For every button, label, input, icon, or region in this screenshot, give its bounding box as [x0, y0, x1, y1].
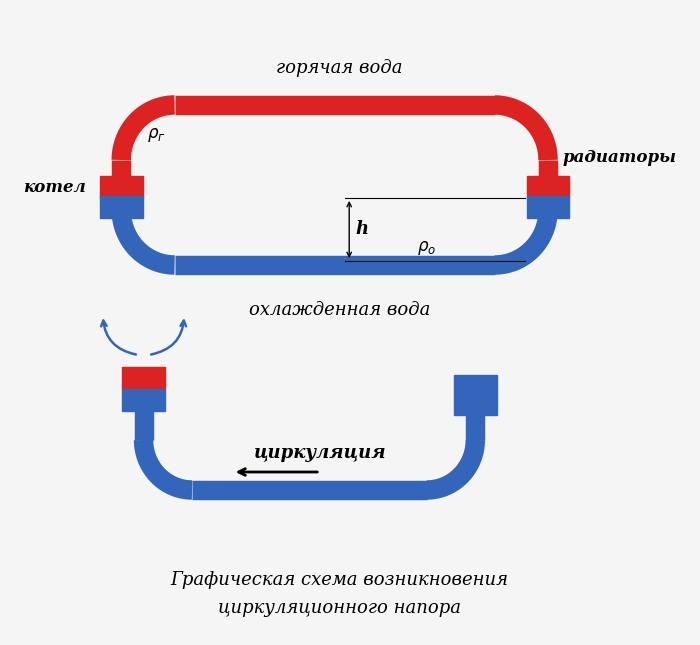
Text: $\rho_о$: $\rho_о$ [417, 239, 436, 257]
Text: $\rho_г$: $\rho_г$ [148, 126, 166, 144]
Text: охлажденная вода: охлажденная вода [248, 301, 430, 319]
Bar [122, 367, 165, 389]
Bar [100, 176, 143, 198]
Bar [526, 196, 569, 218]
Text: горячая вода: горячая вода [276, 59, 402, 77]
Bar [526, 176, 569, 198]
Bar [122, 389, 165, 411]
Bar [100, 196, 143, 218]
Text: Графическая схема возникновения: Графическая схема возникновения [171, 571, 508, 589]
Bar [454, 375, 496, 415]
Text: циркуляционного напора: циркуляционного напора [218, 599, 461, 617]
Text: циркуляция: циркуляция [254, 444, 386, 462]
Text: котел: котел [22, 179, 85, 197]
Text: радиаторы: радиаторы [563, 150, 677, 166]
Text: h: h [355, 221, 368, 239]
